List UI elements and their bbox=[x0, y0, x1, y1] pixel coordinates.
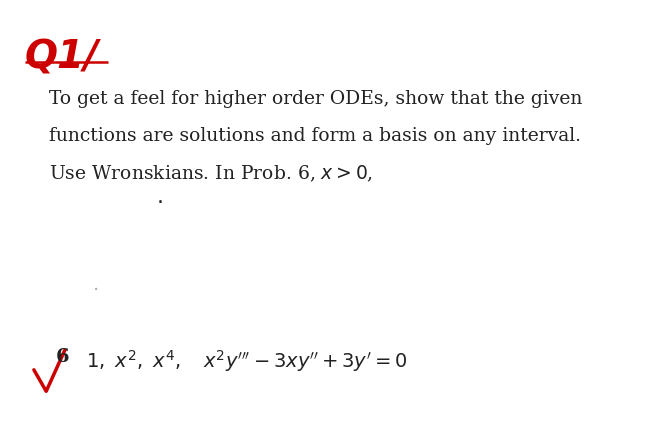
Text: functions are solutions and form a basis on any interval.: functions are solutions and form a basis… bbox=[49, 127, 581, 145]
Text: .: . bbox=[157, 187, 164, 207]
Text: Use Wronskians. In Prob. 6, $x > 0$,: Use Wronskians. In Prob. 6, $x > 0$, bbox=[49, 163, 373, 184]
Text: To get a feel for higher order ODEs, show that the given: To get a feel for higher order ODEs, sho… bbox=[49, 90, 582, 108]
Text: Q1/: Q1/ bbox=[25, 39, 99, 77]
Text: .: . bbox=[93, 275, 99, 294]
Text: 6: 6 bbox=[56, 348, 69, 366]
Text: $1,\ x^2,\ x^4, \quad x^2y''' - 3xy'' + 3y' = 0$: $1,\ x^2,\ x^4, \quad x^2y''' - 3xy'' + … bbox=[87, 348, 408, 374]
